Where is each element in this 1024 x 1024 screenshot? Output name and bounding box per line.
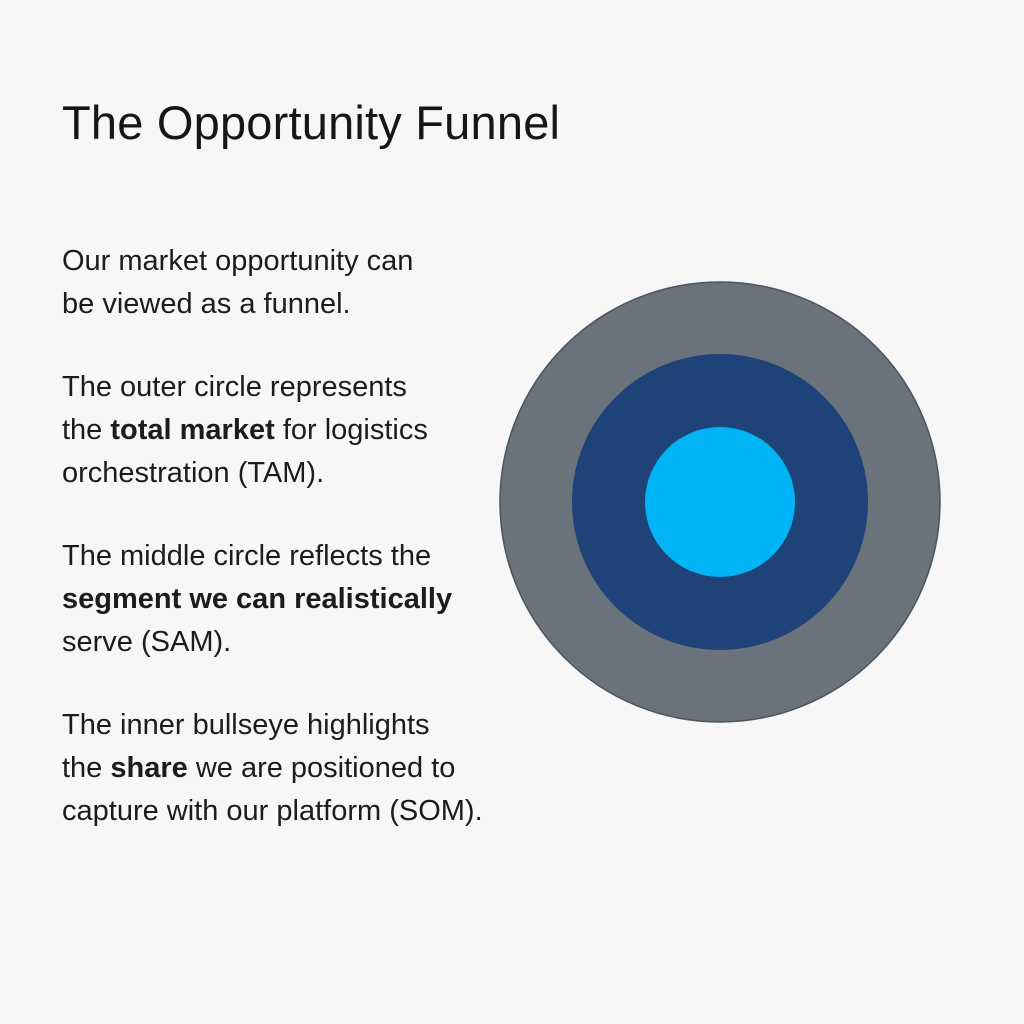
tam-emphasis: total market — [110, 414, 275, 446]
text-line: orchestration (TAM). — [62, 457, 325, 489]
text-line: Our market opportunity can — [62, 245, 414, 277]
text-line: The inner bullseye highlights — [62, 709, 430, 741]
text-line: The middle circle reflects the — [62, 540, 432, 572]
text-run: the — [62, 414, 111, 446]
text-line: capture with our platform (SOM). — [62, 795, 483, 827]
intro-paragraph: Our market opportunity can be viewed as … — [62, 240, 542, 326]
som-emphasis: share — [110, 752, 188, 784]
text-run: the — [62, 752, 111, 784]
sam-emphasis: segment we can realistically — [62, 583, 453, 615]
som-paragraph: The inner bullseye highlights the share … — [62, 704, 542, 833]
description-column: Our market opportunity can be viewed as … — [62, 240, 542, 873]
text-line: segment we can realistically — [62, 578, 542, 621]
text-line: the share we are positioned to — [62, 747, 542, 790]
text-run: for logistics — [274, 414, 428, 446]
text-run: we are positioned to — [187, 752, 456, 784]
text-line: The outer circle represents — [62, 371, 407, 403]
page-title: The Opportunity Funnel — [62, 96, 561, 149]
text-line: the total market for logistics — [62, 409, 542, 452]
tam-paragraph: The outer circle represents the total ma… — [62, 366, 542, 495]
text-line: serve (SAM). — [62, 626, 232, 658]
sam-paragraph: The middle circle reflects the segment w… — [62, 535, 542, 664]
som-inner-circle — [645, 427, 795, 577]
market-funnel-diagram — [499, 281, 941, 723]
text-line: be viewed as a funnel. — [62, 288, 351, 320]
